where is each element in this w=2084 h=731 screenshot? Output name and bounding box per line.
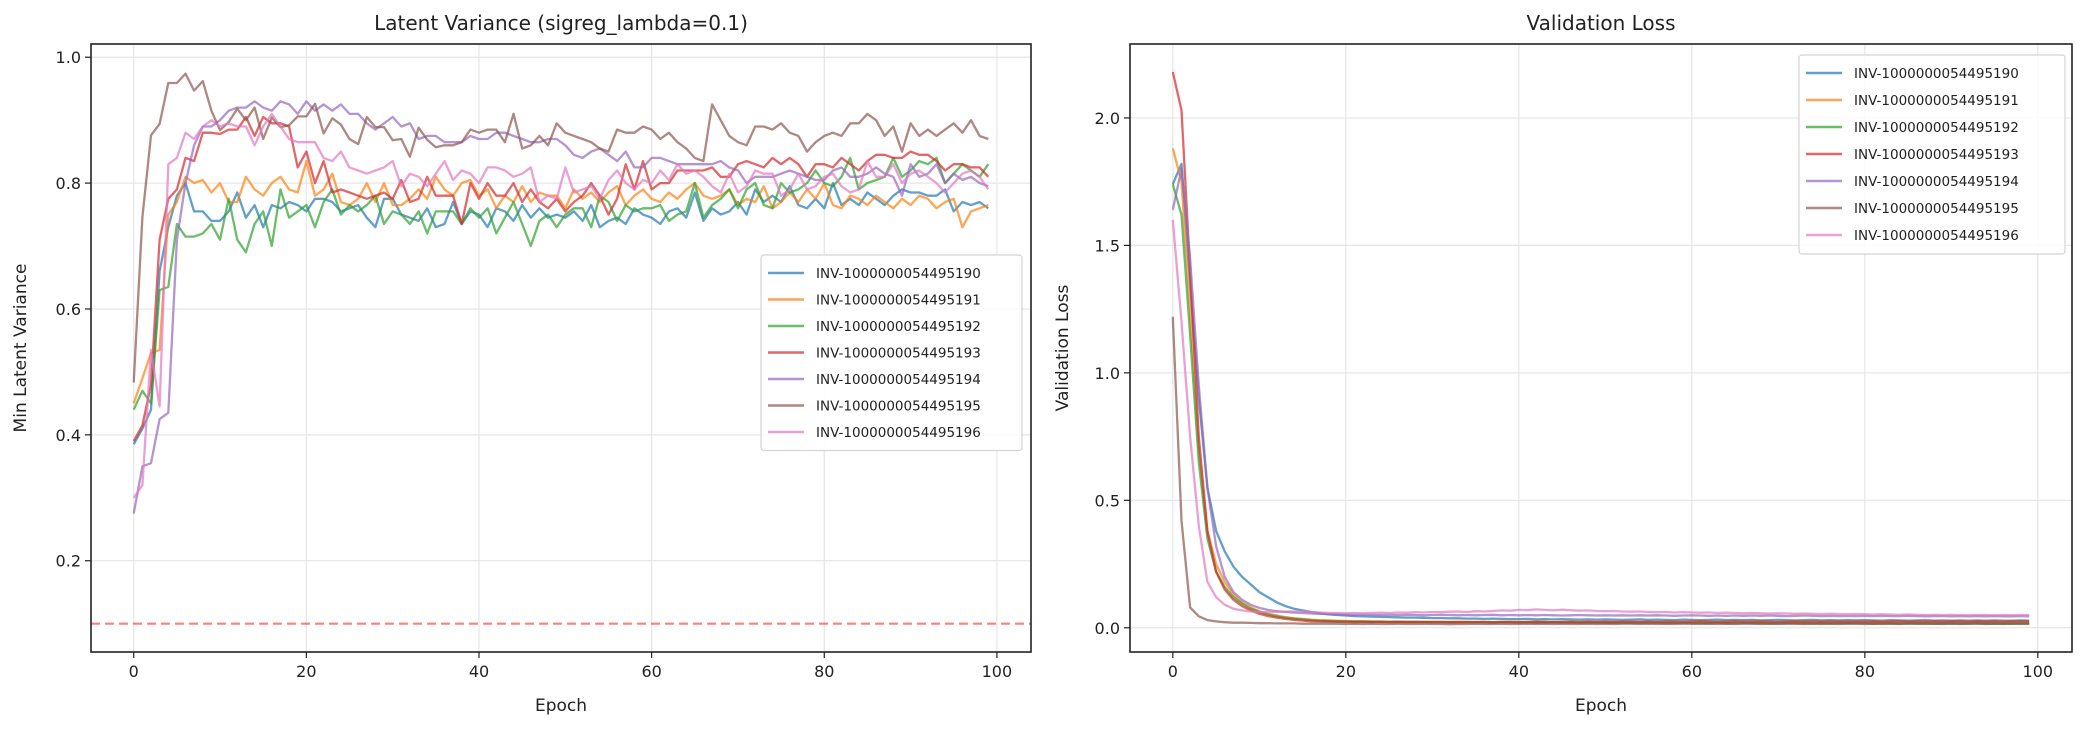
- series-line-INV-1000000054495195: [132, 72, 989, 383]
- legend-item: INV-1000000054495196: [768, 425, 981, 441]
- y-axis-label: Validation Loss: [1053, 285, 1073, 412]
- x-tick-label: 40: [469, 662, 489, 681]
- y-tick-label: 0.8: [56, 174, 81, 193]
- series-line-INV-1000000054495195: [1171, 316, 2030, 626]
- legend-label: INV-1000000054495195: [816, 399, 981, 415]
- legend-label: INV-1000000054495192: [1854, 120, 2019, 136]
- series-lines: [132, 72, 990, 514]
- y-tick-label: 0.2: [56, 552, 81, 571]
- legend-label: INV-1000000054495190: [1854, 66, 2019, 82]
- x-tick-label: 0: [129, 662, 139, 681]
- x-tick-label: 100: [2023, 662, 2054, 681]
- legend: INV-1000000054495190 INV-1000000054495191…: [760, 254, 1023, 452]
- legend-item: INV-1000000054495194: [1806, 174, 2019, 190]
- x-tick-label: 20: [1336, 662, 1356, 681]
- legend-item: INV-1000000054495192: [768, 319, 981, 335]
- legend-item: INV-1000000054495195: [768, 399, 981, 415]
- chart-panel-2: 0 20 40 60 80 100 0.0 0.5 1.0 1.5 2.0 Validation Lo…: [1053, 11, 2073, 716]
- legend-label: INV-1000000054495192: [816, 319, 981, 335]
- axes-frame: [90, 43, 1032, 653]
- legend-box: [1798, 54, 2066, 255]
- y-tick-label: 0.4: [56, 426, 81, 445]
- legend-label: INV-1000000054495194: [816, 372, 981, 388]
- y-tick-label: 2.0: [1095, 109, 1120, 128]
- y-tick-label: 0.6: [56, 300, 81, 319]
- legend-item: INV-1000000054495195: [1806, 201, 2019, 217]
- chart-title: Validation Loss: [1527, 11, 1676, 35]
- legend-label: INV-1000000054495196: [816, 425, 981, 441]
- series-line-INV-1000000054495193: [1171, 71, 2030, 624]
- legend-label: INV-1000000054495190: [816, 266, 981, 282]
- legend-item: INV-1000000054495194: [768, 372, 981, 388]
- x-tick-label: 20: [296, 662, 316, 681]
- legend-box: [760, 254, 1023, 452]
- axes-frame: [1129, 43, 2073, 653]
- series-line-INV-1000000054495191: [132, 159, 989, 404]
- legend-label: INV-1000000054495193: [1854, 147, 2019, 163]
- legend-item: INV-1000000054495191: [1806, 93, 2019, 109]
- x-tick-label: 100: [982, 662, 1013, 681]
- x-axis-label: Epoch: [535, 696, 587, 716]
- series-lines: [1171, 71, 2030, 626]
- x-tick-label: 60: [641, 662, 661, 681]
- series-line-INV-1000000054495192: [132, 156, 990, 411]
- legend-label: INV-1000000054495191: [816, 293, 981, 309]
- legend-item: INV-1000000054495193: [1806, 147, 2019, 163]
- legend-item: INV-1000000054495193: [768, 346, 981, 362]
- legend-item: INV-1000000054495192: [1806, 120, 2019, 136]
- y-tick-label: 0.0: [1095, 619, 1120, 638]
- series-line-INV-1000000054495196: [132, 112, 990, 499]
- series-line-INV-1000000054495194: [1171, 167, 2030, 618]
- grid: [1130, 44, 2072, 652]
- series-line-INV-1000000054495194: [132, 100, 989, 514]
- y-tick-label: 1.5: [1095, 236, 1120, 255]
- legend-label: INV-1000000054495196: [1854, 228, 2019, 244]
- legend: INV-1000000054495190 INV-1000000054495191…: [1798, 54, 2066, 255]
- legend-item: INV-1000000054495190: [1806, 66, 2019, 82]
- x-tick-label: 60: [1682, 662, 1702, 681]
- legend-item: INV-1000000054495191: [768, 293, 981, 309]
- x-tick-label: 80: [1855, 662, 1875, 681]
- y-axis-label: Min Latent Variance: [11, 264, 31, 433]
- chart-title: Latent Variance (sigreg_lambda=0.1): [374, 11, 748, 35]
- legend-item: INV-1000000054495190: [768, 266, 981, 282]
- x-tick-label: 40: [1509, 662, 1529, 681]
- legend-label: INV-1000000054495195: [1854, 201, 2019, 217]
- series-line-INV-1000000054495196: [1171, 219, 2030, 617]
- legend-label: INV-1000000054495194: [1854, 174, 2019, 190]
- x-axis-label: Epoch: [1575, 696, 1627, 716]
- chart-panel-1: 0 20 40 60 80 100 0.2 0.4 0.6 0.8 1.0 Latent Varian…: [11, 11, 1032, 716]
- y-tick-label: 1.0: [56, 48, 81, 67]
- legend-label: INV-1000000054495193: [816, 346, 981, 362]
- x-tick-label: 80: [814, 662, 834, 681]
- y-tick-label: 0.5: [1095, 491, 1120, 510]
- y-tick-label: 1.0: [1095, 364, 1120, 383]
- legend-item: INV-1000000054495196: [1806, 228, 2019, 244]
- legend-label: INV-1000000054495191: [1854, 93, 2019, 109]
- x-tick-label: 0: [1168, 662, 1178, 681]
